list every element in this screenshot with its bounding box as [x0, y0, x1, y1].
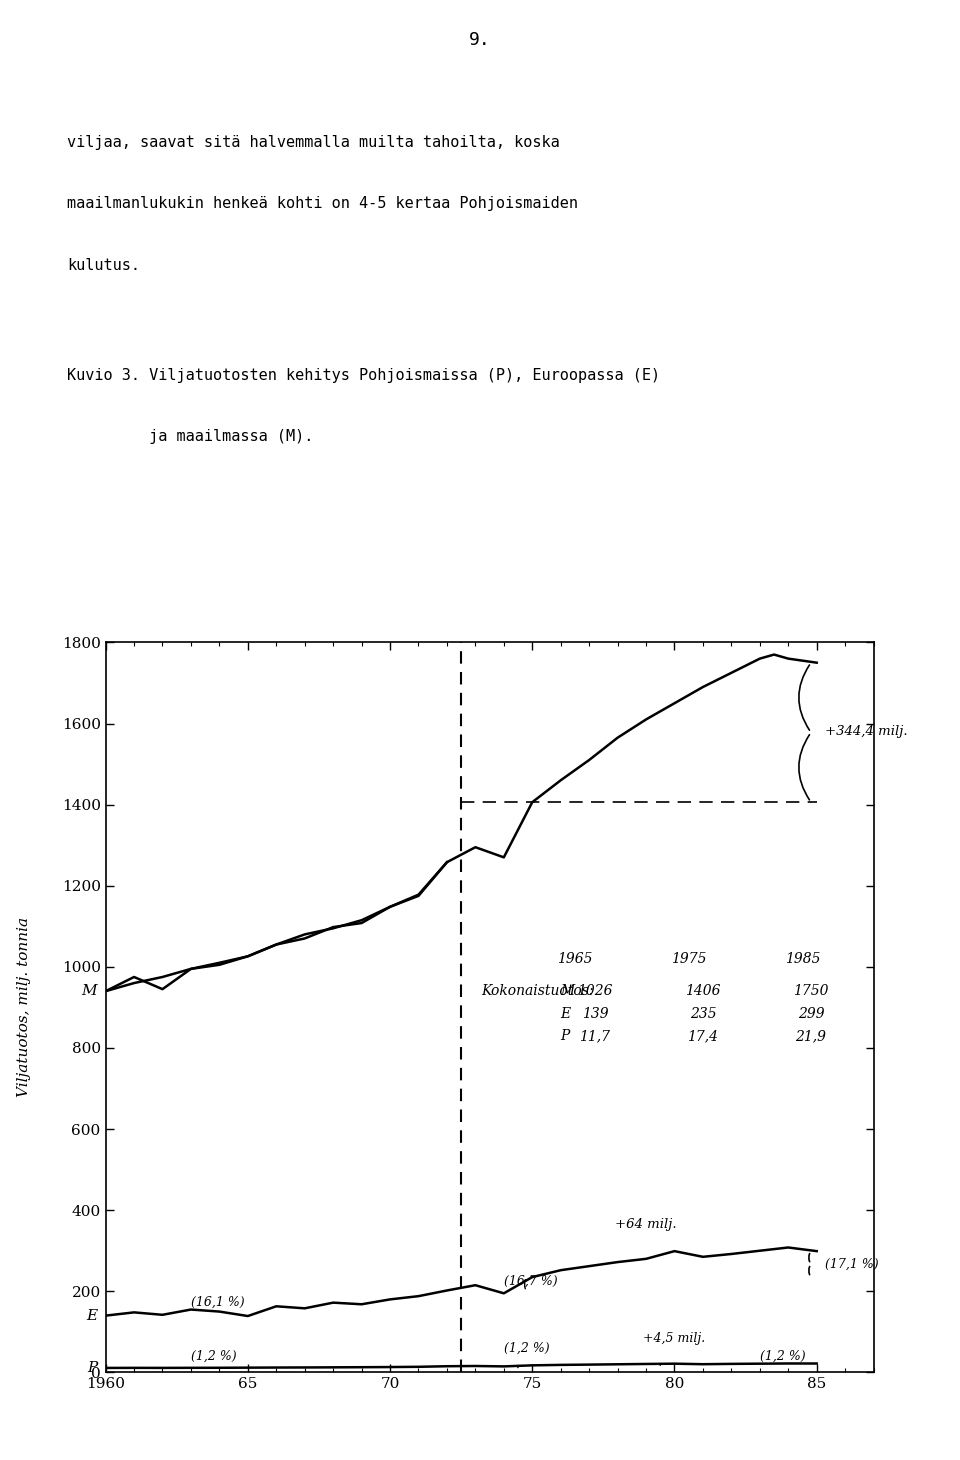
Text: (1,2 %): (1,2 %) — [504, 1342, 549, 1355]
Text: (17,1 %): (17,1 %) — [826, 1257, 878, 1270]
Text: Kokonaistuotos:: Kokonaistuotos: — [481, 984, 593, 999]
Text: 1026: 1026 — [577, 984, 612, 999]
Text: Viljatuotos, milj. tonnia: Viljatuotos, milj. tonnia — [17, 917, 31, 1098]
Text: 1750: 1750 — [793, 984, 828, 999]
Text: 1406: 1406 — [685, 984, 721, 999]
Text: +344,4 milj.: +344,4 milj. — [826, 726, 908, 739]
Text: M: M — [82, 984, 97, 999]
Text: +4,5 milj.: +4,5 milj. — [643, 1332, 706, 1345]
Text: 235: 235 — [689, 1006, 716, 1021]
Text: 139: 139 — [582, 1006, 608, 1021]
Text: (16,1 %): (16,1 %) — [191, 1295, 245, 1308]
Text: 17,4: 17,4 — [687, 1029, 718, 1042]
Text: viljaa, saavat sitä halvemmalla muilta tahoilta, koska: viljaa, saavat sitä halvemmalla muilta t… — [67, 134, 560, 150]
Text: 21,9: 21,9 — [796, 1029, 827, 1042]
Text: (1,2 %): (1,2 %) — [759, 1349, 805, 1362]
Text: M: M — [561, 984, 575, 999]
Text: E: E — [86, 1308, 97, 1323]
Text: +64 milj.: +64 milj. — [615, 1219, 677, 1231]
Text: 9.: 9. — [469, 31, 491, 48]
Text: E: E — [561, 1006, 571, 1021]
Text: (1,2 %): (1,2 %) — [191, 1349, 236, 1362]
Text: 1985: 1985 — [784, 952, 820, 965]
Text: 299: 299 — [798, 1006, 825, 1021]
Text: 11,7: 11,7 — [579, 1029, 611, 1042]
Text: kulutus.: kulutus. — [67, 257, 140, 273]
Text: Kuvio 3. Viljatuotosten kehitys Pohjoismaissa (P), Euroopassa (E): Kuvio 3. Viljatuotosten kehitys Pohjoism… — [67, 368, 660, 383]
Text: P: P — [86, 1361, 97, 1375]
Text: ja maailmassa (M).: ja maailmassa (M). — [67, 429, 314, 444]
Text: P: P — [561, 1029, 570, 1042]
Text: 1975: 1975 — [671, 952, 707, 965]
Text: maailmanlukukin henkeä kohti on 4-5 kertaa Pohjoismaiden: maailmanlukukin henkeä kohti on 4-5 kert… — [67, 196, 578, 212]
Text: 1965: 1965 — [557, 952, 592, 965]
Text: (16,7 %): (16,7 %) — [504, 1275, 558, 1288]
